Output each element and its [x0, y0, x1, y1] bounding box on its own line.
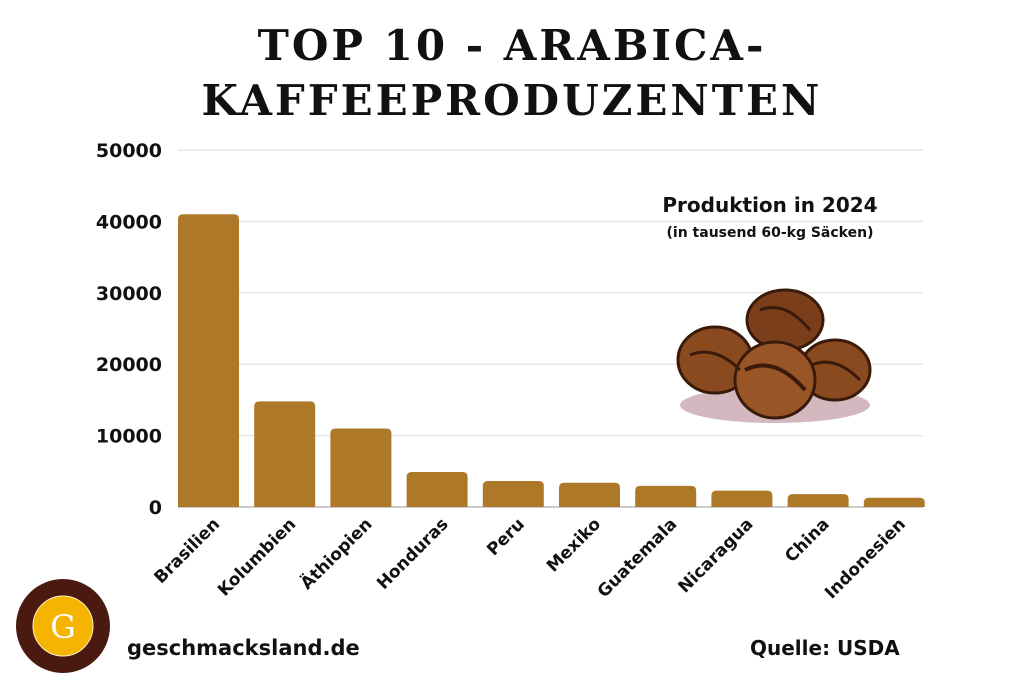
bar-kolumbien [254, 401, 316, 507]
bar-mexiko [559, 482, 620, 507]
y-tick-label: 10000 [96, 426, 162, 448]
y-tick-label: 0 [149, 497, 162, 519]
y-tick-label: 30000 [96, 283, 162, 305]
logo: G [16, 579, 110, 673]
x-tick-label: Mexiko [543, 514, 605, 576]
bar-äthiopien [330, 428, 392, 507]
x-tick-label: Honduras [373, 514, 452, 593]
y-tick-label: 50000 [96, 140, 162, 162]
y-tick-label: 40000 [96, 211, 162, 233]
bar-peru [482, 480, 544, 507]
svg-text:G: G [50, 608, 76, 646]
chart-title: TOP 10 - ARABICA- KAFFEEPRODUZENTEN [0, 18, 1024, 128]
bar-honduras [406, 472, 468, 507]
source-label: Quelle: USDA [750, 636, 900, 660]
x-tick-label: Brasilien [150, 514, 224, 588]
bar-guatemala [635, 485, 697, 507]
annotation-sub: (in tausend 60-kg Säcken) [666, 225, 874, 241]
x-tick-label: Indonesien [821, 514, 910, 603]
annotation: Produktion in 2024 [662, 193, 878, 217]
x-tick-label: Peru [483, 514, 529, 560]
title-line-2: KAFFEEPRODUZENTEN [201, 76, 823, 125]
x-tick-label: China [781, 514, 833, 566]
bar-china [787, 494, 849, 507]
x-tick-label: Äthiopien [295, 513, 376, 594]
coffee-beans-illustration [676, 288, 872, 423]
bar-indonesien [863, 497, 925, 507]
website-label: geschmacksland.de [127, 636, 360, 660]
x-tick-label: Guatemala [594, 514, 681, 601]
x-tick-label: Kolumbien [214, 514, 300, 600]
bar-brasilien [178, 214, 239, 507]
bar-nicaragua [711, 490, 773, 507]
y-tick-label: 20000 [96, 354, 162, 376]
x-tick-label: Nicaragua [675, 514, 758, 597]
title-line-1: TOP 10 - ARABICA- [257, 21, 767, 70]
